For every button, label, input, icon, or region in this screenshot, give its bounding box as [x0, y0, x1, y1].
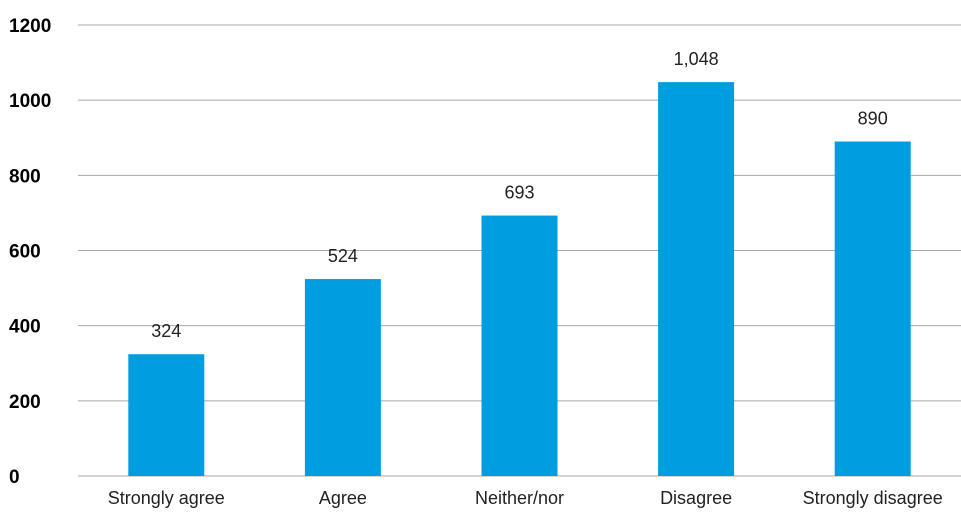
- x-tick-label: Strongly agree: [108, 488, 225, 508]
- bars: [128, 82, 910, 476]
- bar: [305, 279, 381, 476]
- bar: [482, 216, 558, 476]
- data-label: 693: [504, 183, 534, 203]
- data-label: 324: [151, 321, 181, 341]
- y-tick-label: 600: [9, 242, 41, 263]
- data-label: 890: [858, 109, 888, 129]
- y-axis-ticks: 0 200 400 600 800 1000 1200: [9, 16, 51, 488]
- y-tick-label: 0: [9, 467, 20, 488]
- y-tick-label: 200: [9, 392, 41, 413]
- y-tick-label: 1200: [9, 16, 51, 37]
- y-tick-label: 800: [9, 166, 41, 187]
- x-axis-ticks: Strongly agree Agree Neither/nor Disagree St…: [108, 488, 943, 508]
- data-label: 524: [328, 246, 358, 266]
- x-tick-label: Neither/nor: [475, 488, 564, 508]
- y-tick-label: 400: [9, 317, 41, 338]
- x-tick-label: Disagree: [660, 488, 732, 508]
- bar: [835, 142, 911, 476]
- bar: [128, 354, 204, 476]
- y-tick-label: 1000: [9, 91, 51, 112]
- bar: [658, 82, 734, 476]
- x-tick-label: Agree: [319, 488, 367, 508]
- x-tick-label: Strongly disagree: [803, 488, 943, 508]
- data-label: 1,048: [674, 49, 719, 69]
